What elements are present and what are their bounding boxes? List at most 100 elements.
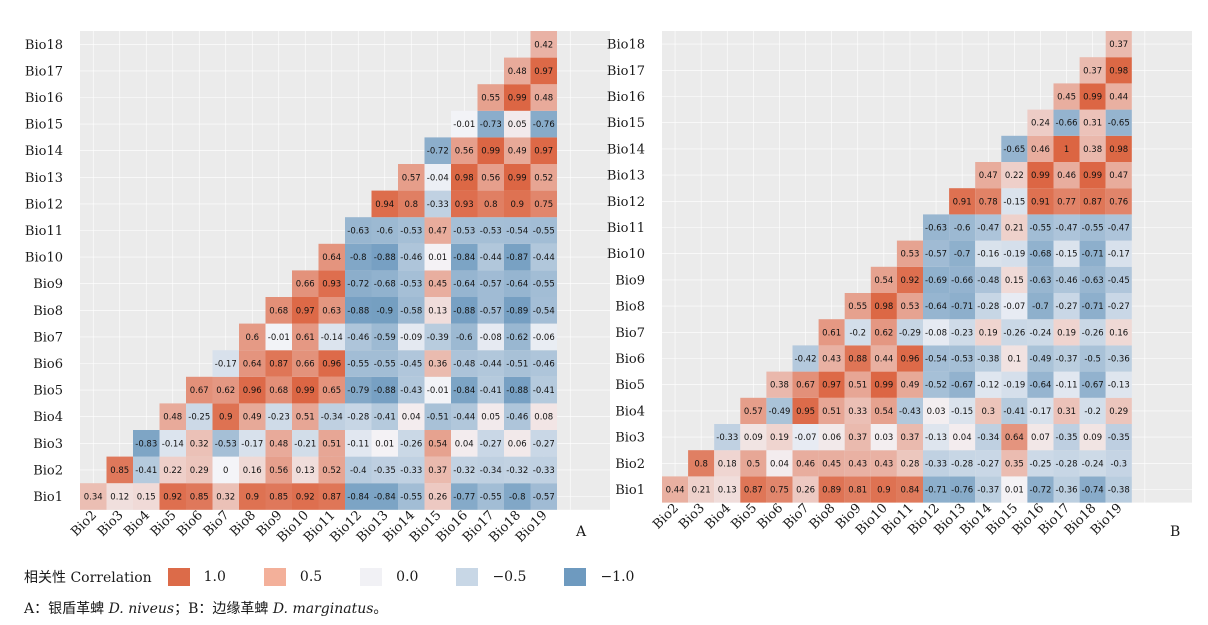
- cell-value-label: -0.51: [427, 413, 449, 423]
- heatmap-cell: [1079, 135, 1106, 162]
- heatmap-cell: [265, 297, 292, 324]
- cell-value-label: -0.36: [1108, 355, 1130, 365]
- heatmap-cell: [398, 403, 425, 430]
- cell-value-label: 0.98: [1109, 145, 1128, 155]
- cell-value-label: -0.48: [977, 276, 999, 286]
- cell-value-label: 0.99: [481, 147, 500, 157]
- heatmap-cell: [1079, 371, 1106, 398]
- cell-value-label: -0.34: [321, 413, 343, 423]
- heatmap-cell: [398, 217, 425, 244]
- cell-value-label: -0.46: [400, 253, 422, 263]
- cell-value-label: -0.17: [215, 360, 237, 370]
- legend-label: −0.5: [492, 569, 527, 585]
- cell-value-label: -0.33: [427, 200, 449, 210]
- cell-value-label: -0.77: [453, 493, 475, 503]
- cell-value-label: 0.42: [534, 40, 553, 50]
- cell-value-label: 0.01: [1005, 486, 1024, 496]
- cell-value-label: 0.96: [322, 360, 341, 370]
- cell-value-label: -0.43: [400, 386, 422, 396]
- heatmap-cell: [133, 430, 160, 457]
- heatmap-cell: [265, 323, 292, 351]
- heatmap-cell: [477, 84, 504, 111]
- cell-value-label: -0.33: [716, 433, 738, 443]
- caption-text-a: A：银盾革蜱: [24, 601, 109, 617]
- heatmap-cell: [186, 376, 213, 404]
- heatmap-cell: [345, 350, 372, 377]
- cell-value-label: 0.43: [874, 459, 893, 469]
- heatmap-cell: [766, 397, 793, 424]
- heatmap-cell: [1053, 476, 1080, 503]
- cell-value-label: -0.79: [347, 386, 369, 396]
- cell-value-label: 0.44: [874, 355, 893, 365]
- heatmap-cell: [504, 297, 531, 324]
- heatmap-cell: [844, 319, 871, 346]
- heatmap-cell: [1001, 240, 1028, 267]
- cell-value-label: -0.54: [533, 306, 555, 316]
- heatmap-cell: [504, 164, 531, 191]
- heatmap-cell: [1027, 188, 1054, 215]
- x-tick-label: Bio2: [650, 501, 682, 533]
- heatmap-cell: [1079, 83, 1106, 110]
- heatmap-cell: [870, 319, 897, 346]
- heatmap-cell: [1105, 162, 1132, 189]
- cell-value-label: -0.24: [1029, 328, 1051, 338]
- heatmap-cell: [318, 243, 345, 271]
- cell-value-label: 0.03: [874, 433, 893, 443]
- heatmap-cell: [451, 323, 478, 351]
- heatmap-cell: [345, 403, 372, 430]
- cell-value-label: -0.74: [1082, 486, 1104, 496]
- heatmap-cell: [923, 240, 950, 267]
- legend-label: −1.0: [600, 569, 635, 585]
- heatmap-cell: [714, 450, 741, 477]
- heatmap-cell: [318, 350, 345, 377]
- cell-value-label: -0.32: [506, 466, 528, 476]
- heatmap-cell: [1079, 188, 1106, 215]
- heatmap-cell: [265, 350, 292, 377]
- cell-value-label: 0.51: [822, 407, 841, 417]
- heatmap-cell: [1001, 293, 1028, 320]
- cell-value-label: 0.32: [190, 439, 209, 449]
- cell-value-label: -0.14: [162, 439, 184, 449]
- cell-value-label: 0.85: [190, 493, 209, 503]
- cell-value-label: 0.55: [481, 94, 500, 104]
- heatmap-cell: [345, 243, 372, 271]
- heatmap-cell: [239, 323, 266, 351]
- cell-value-label: 0: [223, 466, 228, 476]
- heatmap-cell: [398, 350, 425, 377]
- heatmap-cell: [477, 297, 504, 324]
- cell-value-label: 0.19: [770, 433, 789, 443]
- cell-value-label: -0.67: [951, 381, 973, 391]
- cell-value-label: -0.7: [1032, 302, 1049, 312]
- cell-value-label: 0.28: [900, 459, 919, 469]
- heatmap-cell: [477, 243, 504, 271]
- cell-value-label: -0.46: [533, 360, 555, 370]
- heatmap-cell: [1001, 345, 1028, 372]
- heatmap-cell: [949, 319, 976, 346]
- heatmap-cell: [424, 190, 451, 218]
- cell-value-label: -0.28: [1056, 459, 1078, 469]
- heatmap-cell: [896, 476, 923, 503]
- heatmap-cell: [1105, 345, 1132, 372]
- heatmap-cell: [292, 323, 319, 351]
- cell-value-label: -0.53: [400, 227, 422, 237]
- heatmap-cell: [504, 350, 531, 377]
- cell-value-label: 0.08: [534, 413, 553, 423]
- cell-value-label: 0.45: [1057, 93, 1076, 103]
- heatmap-cell: [1001, 135, 1028, 162]
- cell-value-label: -0.16: [977, 250, 999, 260]
- cell-value-label: 0.12: [110, 493, 129, 503]
- heatmap-cell: [818, 450, 845, 477]
- cell-value-label: -0.25: [1029, 459, 1051, 469]
- cell-value-label: 0.46: [1057, 171, 1076, 181]
- cell-value-label: -0.5: [1084, 355, 1101, 365]
- heatmap-cell: [1027, 319, 1054, 346]
- cell-value-label: -0.13: [1108, 381, 1130, 391]
- cell-value-label: -0.01: [268, 333, 290, 343]
- x-tick-label: Bio8: [227, 508, 259, 540]
- x-tick-label: Bio4: [121, 508, 153, 540]
- heatmap-cell: [398, 323, 425, 351]
- heatmap-cell: [530, 403, 557, 430]
- heatmap-cell: [212, 403, 239, 430]
- heatmap-cell: [398, 190, 425, 218]
- cell-value-label: 0.68: [269, 306, 288, 316]
